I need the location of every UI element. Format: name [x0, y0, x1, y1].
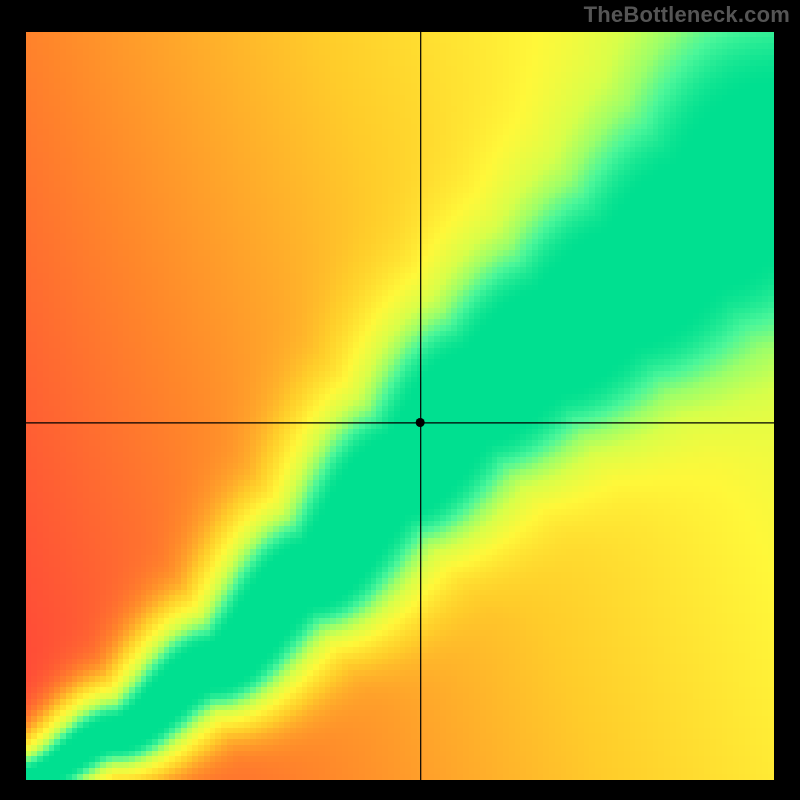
figure-container: TheBottleneck.com [0, 0, 800, 800]
watermark-text: TheBottleneck.com [584, 2, 790, 28]
crosshair-overlay [26, 32, 774, 780]
